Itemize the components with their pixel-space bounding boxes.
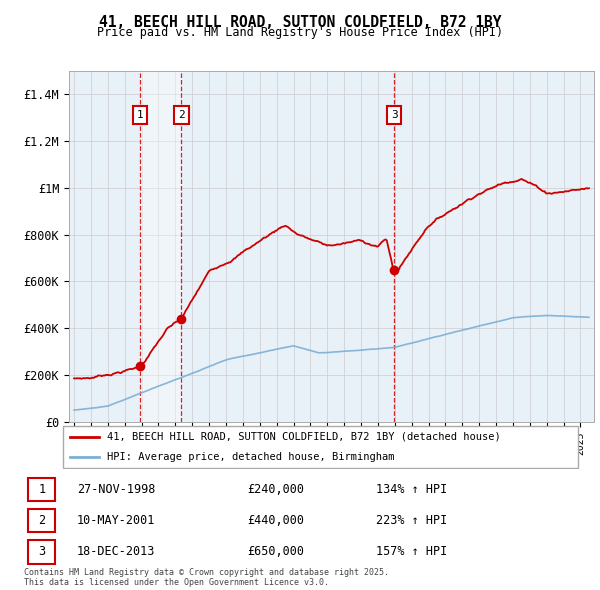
FancyBboxPatch shape bbox=[28, 540, 55, 563]
Text: 223% ↑ HPI: 223% ↑ HPI bbox=[376, 514, 447, 527]
Text: 27-NOV-1998: 27-NOV-1998 bbox=[77, 483, 155, 496]
Text: £240,000: £240,000 bbox=[247, 483, 304, 496]
Text: 2: 2 bbox=[178, 110, 185, 120]
Text: 41, BEECH HILL ROAD, SUTTON COLDFIELD, B72 1BY (detached house): 41, BEECH HILL ROAD, SUTTON COLDFIELD, B… bbox=[107, 432, 501, 442]
Text: HPI: Average price, detached house, Birmingham: HPI: Average price, detached house, Birm… bbox=[107, 452, 394, 462]
FancyBboxPatch shape bbox=[28, 509, 55, 532]
Text: 1: 1 bbox=[38, 483, 46, 496]
Text: Contains HM Land Registry data © Crown copyright and database right 2025.
This d: Contains HM Land Registry data © Crown c… bbox=[24, 568, 389, 587]
Text: 134% ↑ HPI: 134% ↑ HPI bbox=[376, 483, 447, 496]
Text: 157% ↑ HPI: 157% ↑ HPI bbox=[376, 545, 447, 558]
Text: 1: 1 bbox=[137, 110, 143, 120]
FancyBboxPatch shape bbox=[28, 478, 55, 502]
Text: 3: 3 bbox=[391, 110, 398, 120]
Text: 10-MAY-2001: 10-MAY-2001 bbox=[77, 514, 155, 527]
Text: 41, BEECH HILL ROAD, SUTTON COLDFIELD, B72 1BY: 41, BEECH HILL ROAD, SUTTON COLDFIELD, B… bbox=[99, 15, 501, 30]
Text: £440,000: £440,000 bbox=[247, 514, 304, 527]
Text: 3: 3 bbox=[38, 545, 46, 558]
Text: 18-DEC-2013: 18-DEC-2013 bbox=[77, 545, 155, 558]
Bar bbox=[140, 71, 181, 422]
Text: 2: 2 bbox=[38, 514, 46, 527]
Text: £650,000: £650,000 bbox=[247, 545, 304, 558]
Text: Price paid vs. HM Land Registry's House Price Index (HPI): Price paid vs. HM Land Registry's House … bbox=[97, 26, 503, 39]
FancyBboxPatch shape bbox=[62, 426, 578, 468]
